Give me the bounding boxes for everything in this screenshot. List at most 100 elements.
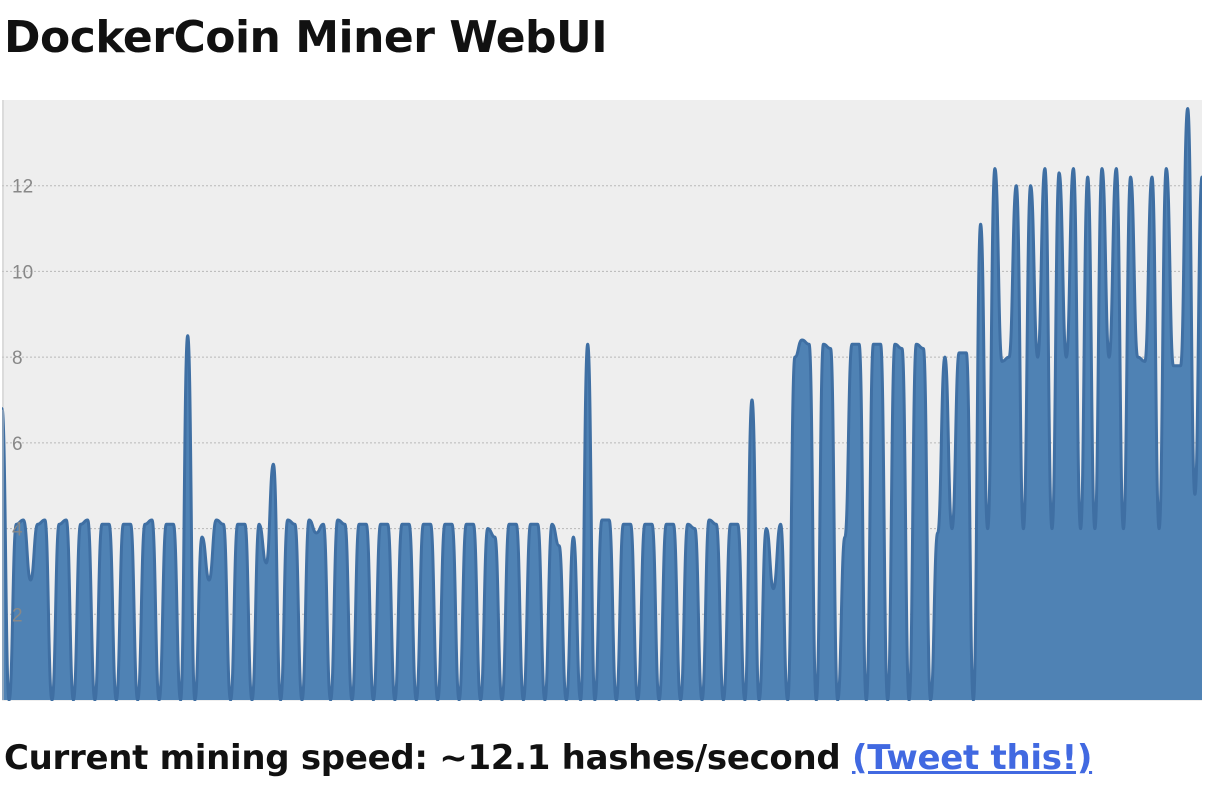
data-point xyxy=(822,343,825,346)
data-point xyxy=(736,523,739,526)
data-point xyxy=(7,698,11,701)
mining-speed-status: Current mining speed: ~12.1 hashes/secon… xyxy=(4,732,1092,784)
data-point xyxy=(493,535,497,539)
hash-rate-line xyxy=(2,107,1202,701)
data-point xyxy=(950,527,954,530)
data-point xyxy=(629,523,632,526)
data-point xyxy=(622,523,625,526)
data-point xyxy=(415,698,418,701)
data-point xyxy=(500,698,504,701)
data-point xyxy=(165,523,168,526)
tweet-this-link[interactable]: (Tweet this!) xyxy=(851,738,1093,778)
data-point xyxy=(593,698,597,701)
data-point xyxy=(1157,527,1161,530)
data-point xyxy=(872,343,875,346)
y-tick-label: 6 xyxy=(12,434,23,455)
data-point xyxy=(1115,167,1118,170)
data-point xyxy=(815,698,818,701)
data-point xyxy=(600,518,604,522)
data-point xyxy=(1050,527,1054,530)
data-point xyxy=(1107,355,1111,359)
data-point xyxy=(850,343,854,346)
data-point xyxy=(572,535,575,539)
data-point xyxy=(665,523,668,526)
data-point xyxy=(836,698,839,701)
data-point xyxy=(129,523,132,526)
data-point xyxy=(543,698,547,701)
data-point xyxy=(929,698,932,701)
data-point xyxy=(1065,355,1068,359)
data-point xyxy=(36,523,39,526)
data-point xyxy=(215,518,218,522)
data-point xyxy=(793,355,797,359)
data-point xyxy=(1036,355,1039,359)
data-point xyxy=(907,698,911,701)
speed-unit: hashes/second xyxy=(550,738,852,778)
data-point xyxy=(879,343,882,346)
data-point xyxy=(729,523,732,526)
data-point xyxy=(1136,355,1139,359)
data-point xyxy=(1057,171,1061,175)
data-point xyxy=(829,347,832,350)
data-point xyxy=(200,535,204,539)
data-point xyxy=(150,518,154,522)
data-point xyxy=(607,518,611,522)
data-point xyxy=(772,587,775,590)
data-point xyxy=(757,698,761,701)
data-points xyxy=(2,107,1202,701)
data-point xyxy=(1172,364,1175,368)
data-point xyxy=(650,523,654,526)
data-point xyxy=(472,523,475,526)
speed-prefix: Current mining speed: ~ xyxy=(4,738,468,778)
data-point xyxy=(315,531,318,535)
data-point xyxy=(943,355,947,359)
data-point xyxy=(1193,493,1197,496)
data-point xyxy=(400,523,404,526)
data-point xyxy=(300,698,304,701)
data-point xyxy=(979,223,982,226)
data-point xyxy=(329,698,332,701)
data-point xyxy=(222,523,225,526)
data-point xyxy=(250,698,254,701)
data-point xyxy=(1150,175,1154,179)
data-point xyxy=(1186,107,1189,110)
y-tick-label: 10 xyxy=(12,262,33,283)
data-point xyxy=(207,578,211,582)
data-point xyxy=(157,698,161,701)
data-point xyxy=(43,518,47,522)
data-point xyxy=(186,334,189,337)
data-point xyxy=(322,523,325,526)
data-point xyxy=(686,523,689,526)
data-point xyxy=(293,523,297,526)
data-point xyxy=(100,523,104,526)
page-title: DockerCoin Miner WebUI xyxy=(4,12,608,63)
data-point xyxy=(993,167,997,170)
data-point xyxy=(457,698,461,701)
data-point xyxy=(372,698,375,701)
data-point xyxy=(1143,360,1147,363)
data-point xyxy=(107,523,111,526)
data-point xyxy=(936,531,939,535)
data-point xyxy=(786,698,789,701)
data-point xyxy=(636,698,639,701)
data-point xyxy=(429,523,432,526)
data-point xyxy=(657,698,661,701)
data-point xyxy=(65,518,68,522)
data-point xyxy=(465,523,468,526)
speed-value: 12.1 xyxy=(467,738,551,778)
data-point xyxy=(1165,167,1168,170)
data-point xyxy=(79,523,82,526)
data-point xyxy=(536,523,539,526)
y-tick-label: 2 xyxy=(12,605,23,626)
data-point xyxy=(679,698,682,701)
mining-speed-chart: 2 4 6 8 10 12 xyxy=(2,100,1202,701)
data-point xyxy=(407,523,411,526)
data-point xyxy=(957,351,961,355)
data-point xyxy=(972,698,975,701)
data-point xyxy=(93,698,97,701)
data-point xyxy=(807,343,811,346)
data-point xyxy=(1200,175,1202,179)
data-point xyxy=(707,518,711,522)
data-point xyxy=(22,518,25,522)
data-point xyxy=(379,523,382,526)
